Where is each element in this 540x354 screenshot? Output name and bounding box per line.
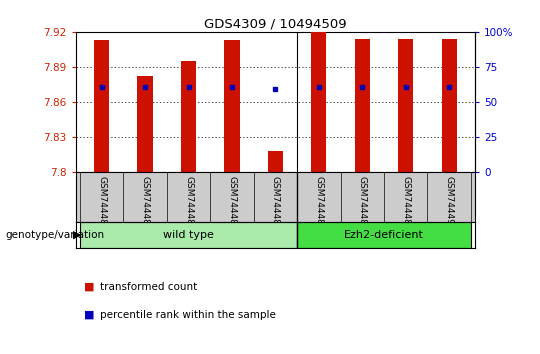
Text: genotype/variation: genotype/variation bbox=[5, 230, 105, 240]
Text: wild type: wild type bbox=[163, 230, 214, 240]
Bar bbox=[80, 222, 297, 248]
Bar bbox=[224, 40, 240, 172]
Text: percentile rank within the sample: percentile rank within the sample bbox=[100, 310, 276, 320]
Text: GSM744483: GSM744483 bbox=[140, 176, 150, 230]
Bar bbox=[181, 61, 196, 172]
Text: ■: ■ bbox=[84, 282, 94, 292]
Title: GDS4309 / 10494509: GDS4309 / 10494509 bbox=[204, 18, 347, 31]
Text: GSM744487: GSM744487 bbox=[314, 176, 323, 230]
Text: ▶: ▶ bbox=[73, 230, 82, 240]
Bar bbox=[442, 39, 457, 172]
Text: transformed count: transformed count bbox=[100, 282, 197, 292]
Bar bbox=[94, 40, 109, 172]
Text: ■: ■ bbox=[84, 310, 94, 320]
Text: GSM744488: GSM744488 bbox=[358, 176, 367, 230]
Text: GSM744486: GSM744486 bbox=[271, 176, 280, 230]
Text: GSM744482: GSM744482 bbox=[97, 176, 106, 230]
Text: GSM744485: GSM744485 bbox=[227, 176, 237, 230]
Text: Ezh2-deficient: Ezh2-deficient bbox=[344, 230, 424, 240]
Bar bbox=[138, 76, 153, 172]
Bar bbox=[355, 39, 370, 172]
Text: GSM744489: GSM744489 bbox=[401, 176, 410, 230]
Bar bbox=[268, 151, 283, 172]
Bar bbox=[311, 31, 327, 172]
Text: GSM744484: GSM744484 bbox=[184, 176, 193, 230]
Bar bbox=[297, 222, 471, 248]
Bar bbox=[398, 39, 413, 172]
Text: GSM744490: GSM744490 bbox=[444, 176, 454, 230]
